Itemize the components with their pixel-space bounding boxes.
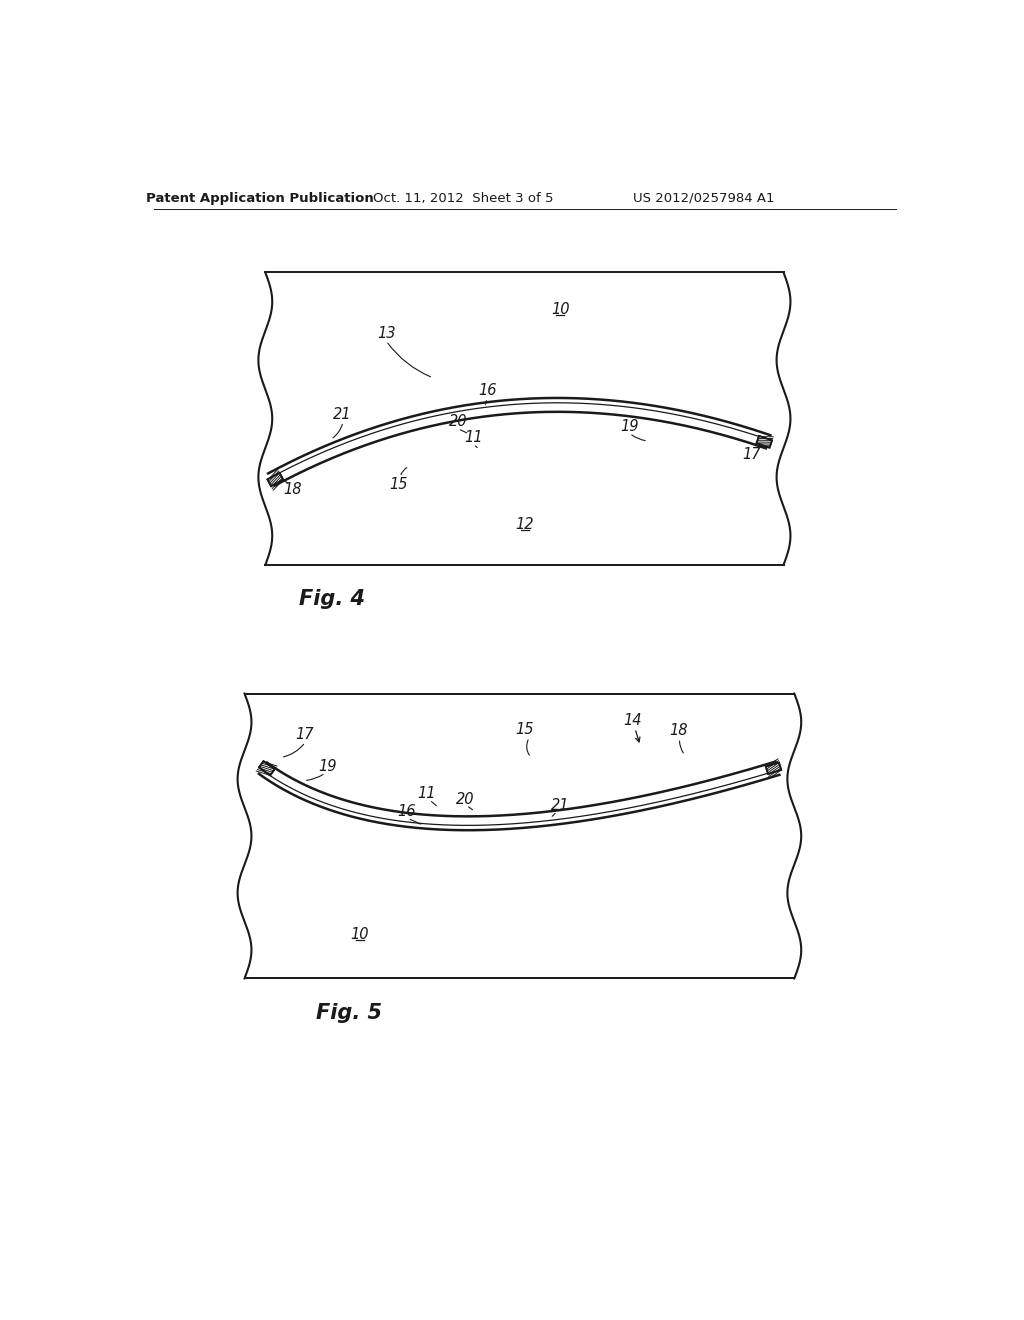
Text: Oct. 11, 2012  Sheet 3 of 5: Oct. 11, 2012 Sheet 3 of 5 bbox=[373, 191, 553, 205]
Text: 15: 15 bbox=[389, 477, 408, 491]
Text: 14: 14 bbox=[624, 713, 642, 729]
Text: 21: 21 bbox=[551, 797, 569, 813]
Text: US 2012/0257984 A1: US 2012/0257984 A1 bbox=[634, 191, 775, 205]
Text: 11: 11 bbox=[464, 430, 482, 445]
Text: 21: 21 bbox=[333, 408, 351, 422]
Text: 19: 19 bbox=[621, 418, 639, 434]
Text: Fig. 4: Fig. 4 bbox=[299, 589, 366, 609]
Polygon shape bbox=[259, 762, 274, 775]
Text: 12: 12 bbox=[515, 517, 535, 532]
Polygon shape bbox=[766, 763, 781, 774]
Text: 16: 16 bbox=[397, 804, 416, 818]
Text: 18: 18 bbox=[670, 723, 688, 738]
Text: 20: 20 bbox=[449, 414, 467, 429]
Text: 15: 15 bbox=[515, 722, 535, 738]
Text: 17: 17 bbox=[742, 447, 761, 462]
Text: 19: 19 bbox=[318, 759, 337, 775]
Text: 10: 10 bbox=[351, 927, 370, 942]
Text: Patent Application Publication: Patent Application Publication bbox=[146, 191, 374, 205]
Text: 11: 11 bbox=[418, 787, 436, 801]
Text: 17: 17 bbox=[295, 727, 313, 742]
Text: 18: 18 bbox=[283, 482, 301, 498]
Text: 16: 16 bbox=[478, 383, 497, 399]
Text: 20: 20 bbox=[457, 792, 475, 807]
Text: 10: 10 bbox=[551, 302, 569, 317]
Polygon shape bbox=[267, 473, 284, 486]
Text: 13: 13 bbox=[377, 326, 395, 342]
Text: Fig. 5: Fig. 5 bbox=[316, 1003, 382, 1023]
Polygon shape bbox=[757, 436, 772, 447]
